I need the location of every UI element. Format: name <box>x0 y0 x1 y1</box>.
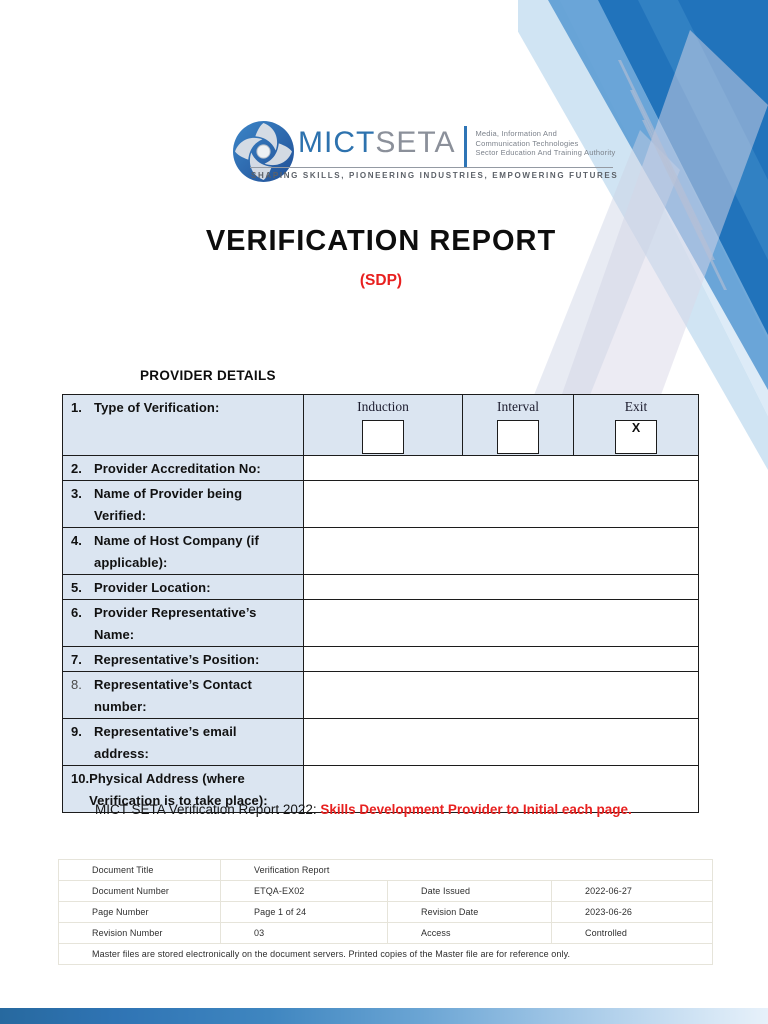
brand-rule <box>250 167 613 168</box>
value-cell-provider-name[interactable] <box>303 480 699 528</box>
value-cell-representative-name[interactable] <box>303 599 699 647</box>
row-label-text: Name of Provider being Verified: <box>94 486 243 523</box>
provider-details-table: 1. Type of Verification: Induction Interv… <box>62 394 699 813</box>
checkbox-cell-exit: Exit X <box>573 394 699 456</box>
doc-number-label: Document Number <box>58 880 221 902</box>
row-number: 10. <box>71 771 90 786</box>
row-label-text: Representative’s email address: <box>94 724 237 761</box>
row-number: 8. <box>71 677 82 692</box>
row-label-accreditation-no: 2. Provider Accreditation No: <box>62 455 304 481</box>
brand-tagline: SHAPING SKILLS, PIONEERING INDUSTRIES, E… <box>251 171 619 180</box>
revision-date-label: Revision Date <box>387 901 552 923</box>
value-cell-accreditation-no[interactable] <box>303 455 699 481</box>
page-number-value: Page 1 of 24 <box>220 901 388 923</box>
row-label-text: Physical Address (where Verification is … <box>89 771 268 808</box>
row-number: 9. <box>71 724 82 739</box>
date-issued-value: 2022-06-27 <box>551 880 713 902</box>
row-number: 3. <box>71 486 82 501</box>
brand-name: MICTSETA <box>298 126 455 160</box>
doc-title-value: Verification Report <box>220 859 713 881</box>
row-label-provider-location: 5. Provider Location: <box>62 574 304 600</box>
value-cell-representative-position[interactable] <box>303 646 699 672</box>
checkbox-exit[interactable]: X <box>615 420 657 454</box>
footer-note-emphasis: Skills Development Provider to Initial e… <box>320 802 632 817</box>
value-cell-host-company[interactable] <box>303 527 699 575</box>
checkbox-interval[interactable] <box>497 420 539 454</box>
revision-number-label: Revision Number <box>58 922 221 944</box>
row-label-text: Type of Verification: <box>94 400 220 415</box>
row-label-representative-position: 7. Representative’s Position: <box>62 646 304 672</box>
page-number-label: Page Number <box>58 901 221 923</box>
footer-note: MICT SETA Verification Report 2022: Skil… <box>95 801 695 819</box>
value-cell-physical-address[interactable] <box>303 765 699 813</box>
bottom-gradient-bar <box>0 1008 768 1024</box>
section-heading-provider-details: PROVIDER DETAILS <box>140 368 276 383</box>
row-label-representative-email: 9. Representative’s email address: <box>62 718 304 766</box>
brand-secondary-text: SETA <box>375 126 456 159</box>
mictseta-swirl-icon <box>233 121 294 182</box>
revision-number-value: 03 <box>220 922 388 944</box>
row-number: 6. <box>71 605 82 620</box>
date-issued-label: Date Issued <box>387 880 552 902</box>
checkbox-induction[interactable] <box>362 420 404 454</box>
row-number: 5. <box>71 580 82 595</box>
row-number: 7. <box>71 652 82 667</box>
access-label: Access <box>387 922 552 944</box>
row-label-text: Name of Host Company (if applicable): <box>94 533 259 570</box>
document-info-table: Document Title Verification Report Docum… <box>58 859 713 965</box>
footer-note-prefix: MICT SETA Verification Report 2022: <box>95 802 321 817</box>
checkbox-label-induction: Induction <box>357 399 409 414</box>
row-number: 4. <box>71 533 82 548</box>
row-label-provider-name: 3. Name of Provider being Verified: <box>62 480 304 528</box>
value-cell-provider-location[interactable] <box>303 574 699 600</box>
checkbox-cell-induction: Induction <box>303 394 463 456</box>
row-label-text: Representative’s Position: <box>94 652 260 667</box>
checkbox-cell-interval: Interval <box>462 394 574 456</box>
row-label-host-company: 4. Name of Host Company (if applicable): <box>62 527 304 575</box>
row-label-text: Representative’s Contact number: <box>94 677 252 714</box>
page-title: VERIFICATION REPORT <box>205 225 557 257</box>
row-number: 1. <box>71 400 82 415</box>
checkbox-label-exit: Exit <box>624 399 648 414</box>
brand-descriptor: Media, Information And Communication Tec… <box>475 129 616 157</box>
checkbox-label-interval: Interval <box>497 399 539 414</box>
row-label-text: Provider Location: <box>94 580 211 595</box>
revision-date-value: 2023-06-26 <box>551 901 713 923</box>
value-cell-representative-email[interactable] <box>303 718 699 766</box>
doc-number-value: ETQA-EX02 <box>220 880 388 902</box>
master-files-note: Master files are stored electronically o… <box>58 943 713 965</box>
value-cell-representative-contact[interactable] <box>303 671 699 719</box>
row-label-representative-name: 6. Provider Representative’s Name: <box>62 599 304 647</box>
mictseta-logo: MICTSETA Media, Information And Communic… <box>0 0 768 200</box>
row-label-text: Provider Accreditation No: <box>94 461 261 476</box>
row-label-representative-contact: 8. Representative’s Contact number: <box>62 671 304 719</box>
page-subtitle: (SDP) <box>359 272 403 289</box>
brand-divider-bar <box>464 126 468 168</box>
doc-title-label: Document Title <box>58 859 221 881</box>
row-number: 2. <box>71 461 82 476</box>
row-label-text: Provider Representative’s Name: <box>94 605 257 642</box>
row-label-physical-address: 10. Physical Address (where Verification … <box>62 765 304 813</box>
brand-primary-text: MICT <box>298 126 376 159</box>
row-label-type-of-verification: 1. Type of Verification: <box>62 394 304 456</box>
access-value: Controlled <box>551 922 713 944</box>
